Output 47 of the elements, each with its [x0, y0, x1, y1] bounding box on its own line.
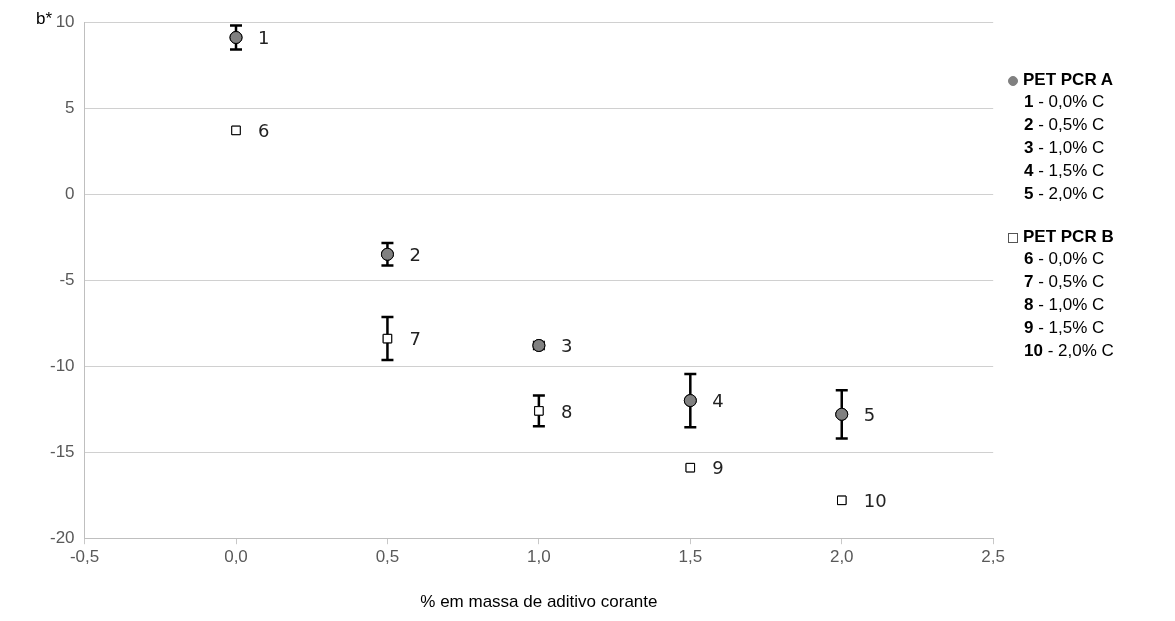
y-tick-label: -15	[49, 441, 75, 461]
annotation: 7	[409, 328, 421, 350]
point	[685, 462, 696, 473]
y-axis-title: b*	[36, 9, 53, 28]
text: 2 - 0,5% C	[1023, 114, 1106, 136]
annotation: 8	[560, 400, 573, 422]
point	[382, 333, 393, 344]
point	[380, 247, 394, 261]
point	[683, 394, 697, 408]
x-tick-label: 2,5	[981, 547, 1005, 567]
x-tick-label: 0,0	[224, 547, 248, 567]
annotation: 3	[560, 335, 573, 357]
annotation: 6	[258, 120, 270, 142]
point	[835, 407, 849, 421]
text: 4 - 1,5% C	[1023, 160, 1106, 182]
y-tick-label: -5	[59, 269, 75, 289]
text: PET PCR B	[1022, 227, 1115, 247]
text: 7 - 0,5% C	[1023, 271, 1106, 293]
x-tick-label: 1,0	[527, 547, 551, 567]
x-tick-label: 0,5	[375, 547, 400, 567]
y-tick-label: 10	[55, 11, 75, 31]
point	[231, 125, 241, 136]
x-axis-title: % em massa de aditivo corante	[420, 592, 658, 612]
text: 6 - 0,0% C	[1023, 248, 1106, 270]
x-tick-label: -0,5	[69, 547, 100, 567]
point	[837, 495, 847, 506]
text: 9 - 1,5% C	[1023, 317, 1106, 339]
y-tick-label: 5	[65, 97, 75, 117]
point	[229, 30, 243, 44]
legend-label: PET PCR A	[1022, 70, 1115, 90]
y-tick-label: -20	[49, 527, 75, 547]
text: 3 - 1,0% C	[1023, 137, 1106, 159]
y-tick-label: 0	[65, 183, 75, 203]
x-tick-label: 1,5	[678, 547, 703, 567]
x-tick-label: 2,0	[829, 547, 854, 567]
text: 10 - 2,0% C	[1023, 340, 1115, 362]
annotation: 1	[258, 27, 270, 49]
annotation: 2	[409, 243, 421, 265]
text: 5 - 2,0% C	[1023, 183, 1106, 205]
annotation: 4	[712, 390, 724, 412]
annotation: 10	[863, 490, 887, 512]
annotation: 9	[712, 457, 724, 479]
point	[534, 406, 544, 416]
text: 1 - 0,0% C	[1023, 91, 1106, 113]
annotation: 5	[863, 403, 876, 425]
y-tick-label: -10	[49, 355, 75, 375]
text: 8 - 1,0% C	[1023, 294, 1106, 316]
